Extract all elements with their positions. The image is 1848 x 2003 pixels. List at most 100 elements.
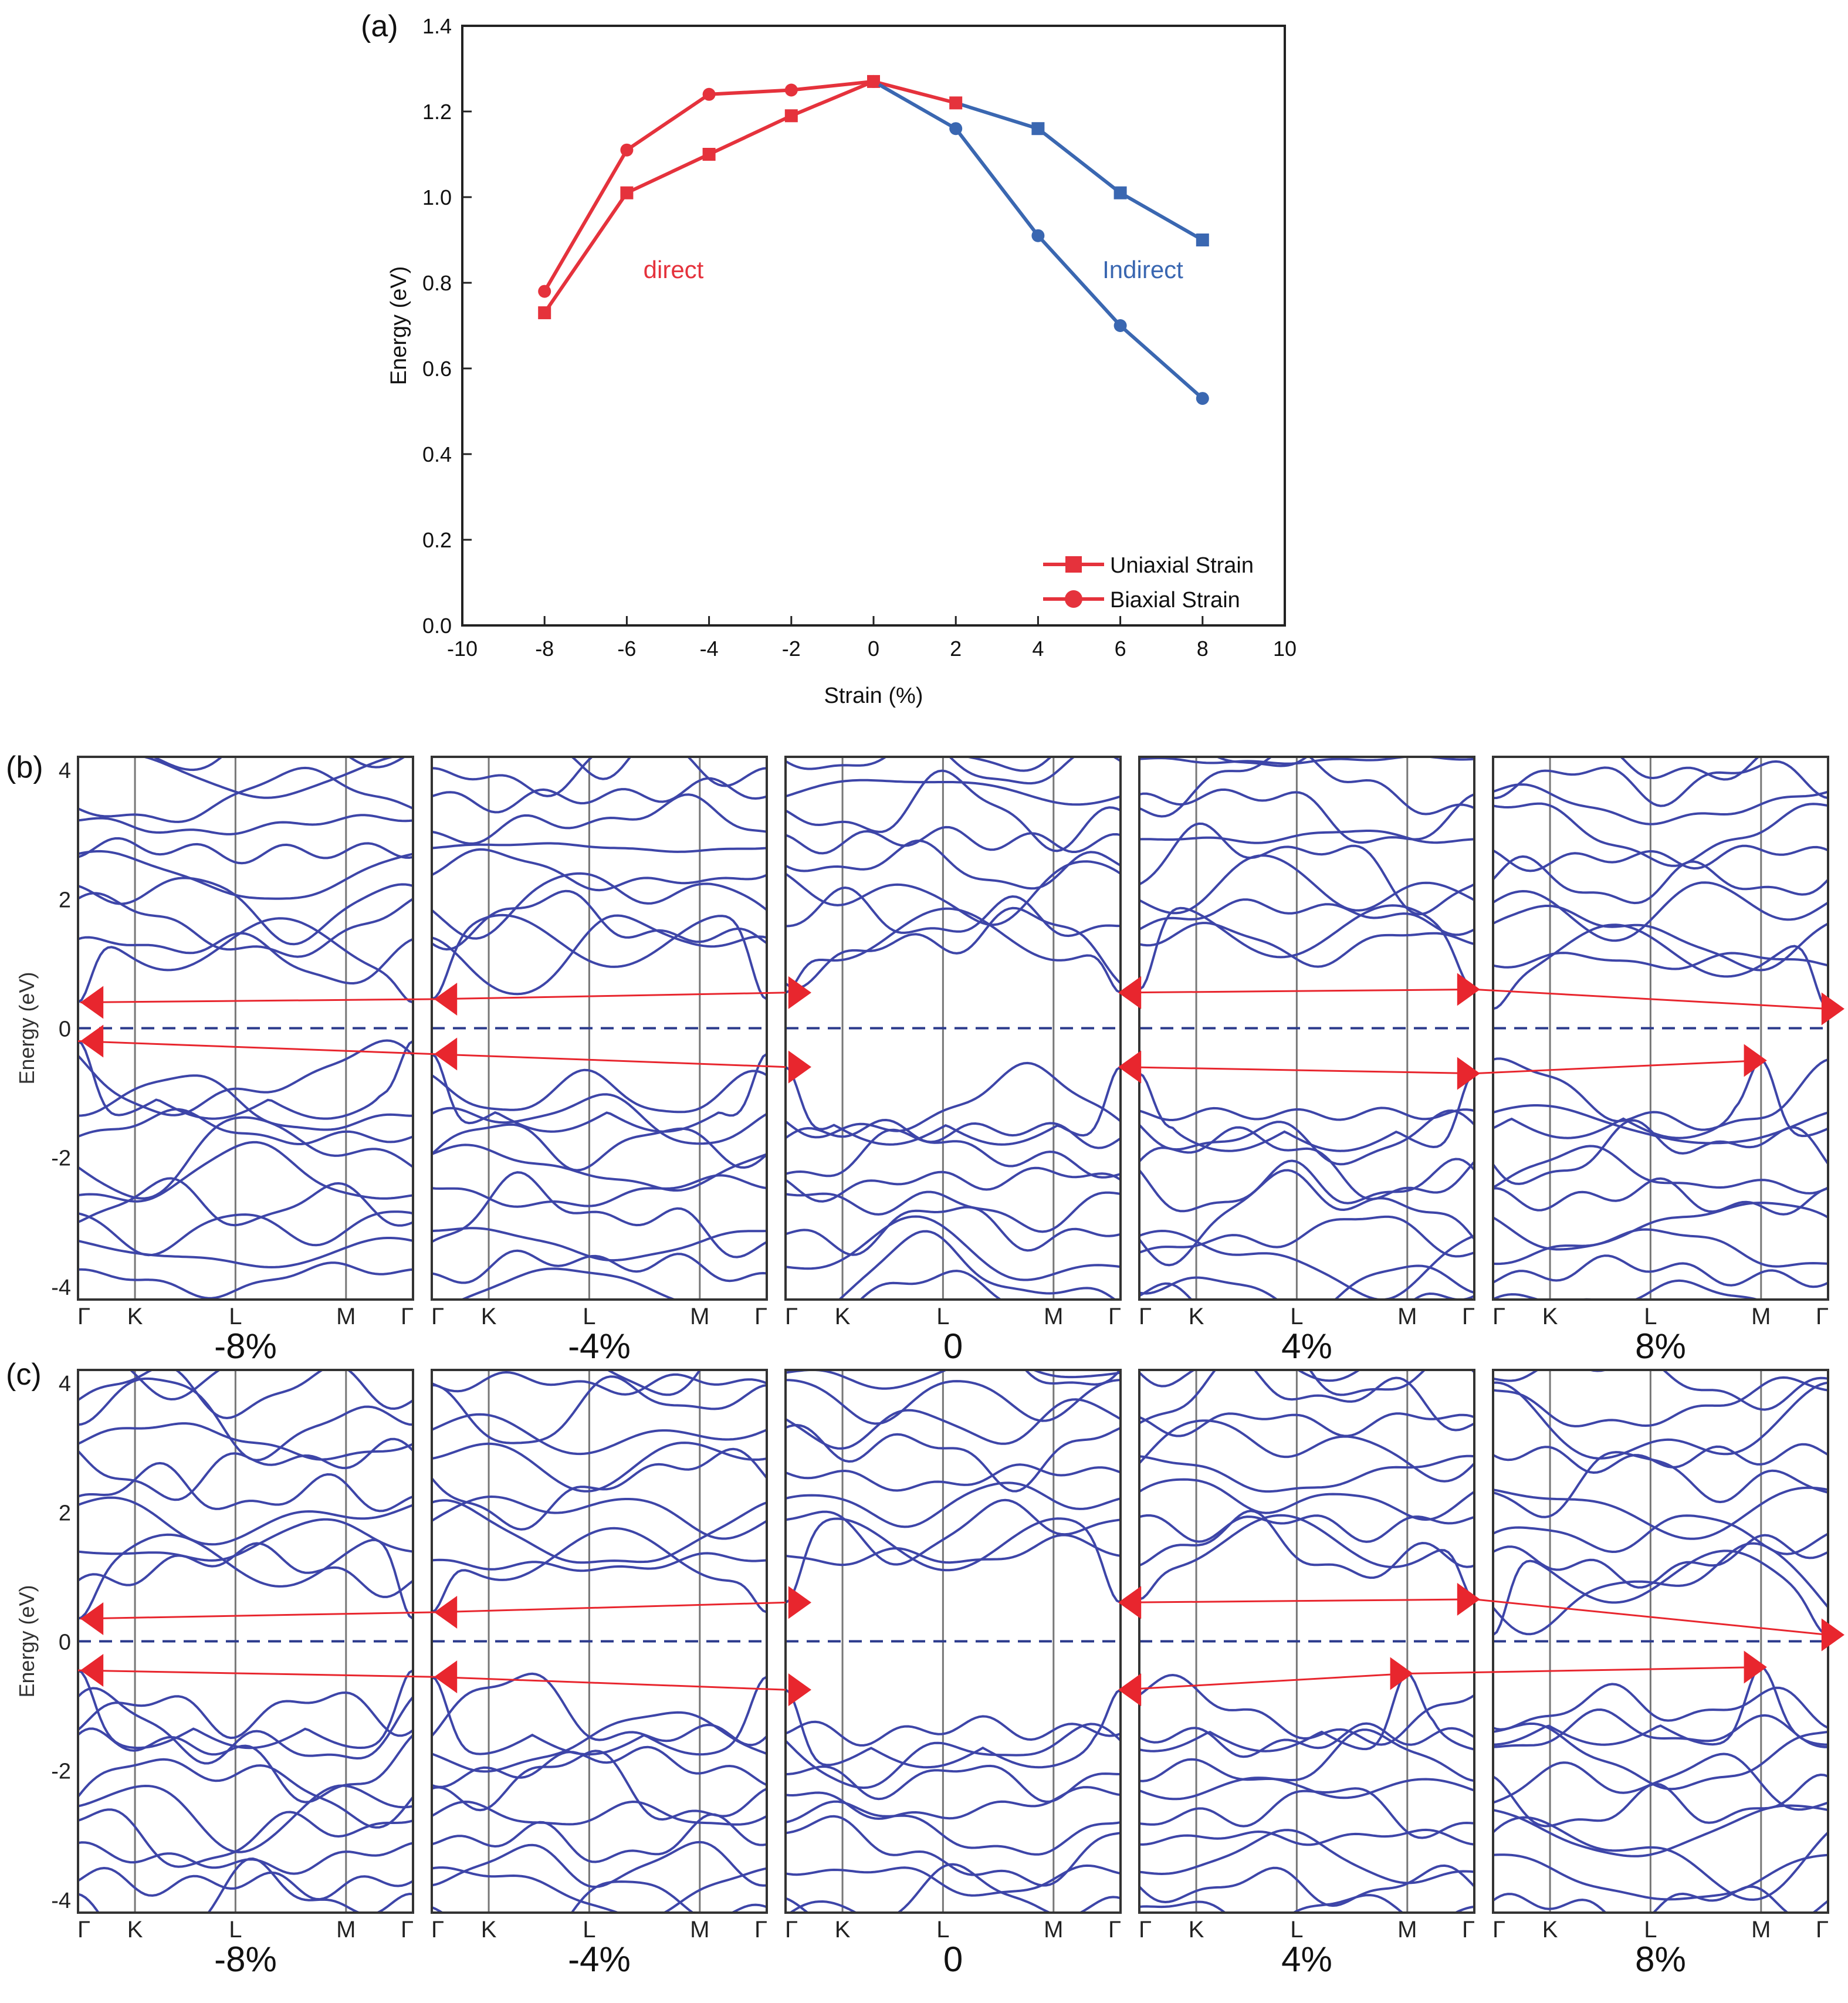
k-point-label: K xyxy=(481,1917,497,1943)
k-point-label: L xyxy=(1290,1917,1303,1943)
valence-band xyxy=(1493,1104,1828,1145)
conduction-band xyxy=(78,850,413,900)
conduction-band xyxy=(786,825,1121,855)
conduction-band xyxy=(1139,898,1474,936)
panel-a-x-axis-label: Strain (%) xyxy=(824,684,923,708)
y-tick-label: 0.4 xyxy=(422,442,452,466)
valence-band xyxy=(78,1210,413,1257)
arrow-line xyxy=(1474,1598,1829,1636)
conduction-band xyxy=(786,1379,1121,1425)
k-point-label: M xyxy=(690,1917,709,1943)
conduction-band xyxy=(1493,952,1828,970)
valence-band xyxy=(432,1800,767,1826)
conduction-band xyxy=(1139,822,1474,916)
k-point-label: Γ xyxy=(431,1304,444,1329)
conduction-band xyxy=(1139,757,1474,818)
valence-band xyxy=(78,1841,413,1875)
data-point-circle xyxy=(702,87,716,101)
band-panel-1: Γ K L M Γ -4% xyxy=(431,1369,768,1979)
band-lines xyxy=(1493,757,1828,1300)
conduction-band xyxy=(1493,855,1828,905)
series-segment xyxy=(708,114,793,156)
valence-band xyxy=(788,1900,859,1913)
conduction-band xyxy=(432,872,767,940)
valence-band xyxy=(837,1230,1117,1300)
k-point-label: Γ xyxy=(77,1917,90,1943)
conduction-band xyxy=(1493,1486,1828,1540)
conduction-band xyxy=(432,1442,767,1493)
valence-band xyxy=(1139,1169,1474,1267)
k-point-label: Γ xyxy=(1462,1917,1475,1943)
series-segment xyxy=(543,192,628,314)
conduction-band xyxy=(432,889,767,951)
valence-band xyxy=(432,1123,767,1172)
conduction-band xyxy=(786,860,1121,926)
conduction-band xyxy=(1493,783,1828,825)
data-point-circle xyxy=(1031,229,1045,242)
band-lines xyxy=(1139,757,1474,1300)
conduction-band xyxy=(432,842,767,853)
valence-band xyxy=(1493,1254,1828,1288)
valence-band xyxy=(786,1800,1121,1856)
conduction-band xyxy=(1024,1370,1121,1386)
x-tick-label: 6 xyxy=(1115,637,1126,661)
valence-band xyxy=(1139,1777,1474,1801)
y-tick-label: 0 xyxy=(59,1017,71,1042)
data-point-circle xyxy=(1196,392,1209,405)
k-point-label: K xyxy=(127,1304,143,1329)
k-point-label: K xyxy=(835,1304,851,1329)
valence-band xyxy=(1139,1728,1474,1782)
k-point-label: K xyxy=(1542,1304,1558,1329)
k-point-label: M xyxy=(1751,1304,1771,1329)
band-panel-0: Γ K L M Γ -8% xyxy=(77,1369,414,1979)
y-tick-label: 1.2 xyxy=(422,100,452,124)
panel-b-band-structures: Γ K L M Γ -8% Γ K L M Γ -4% Γ K L M Γ 0 Γ K L M Γ 4% Γ K L M Γ 8% 4 2 0 -… xyxy=(15,756,1844,1366)
panel-a-y-ticks: 0.0 0.2 0.4 0.6 0.8 1.0 1.2 1.4 xyxy=(422,14,472,638)
band-panel-frame xyxy=(431,756,768,1301)
arrow-head xyxy=(1118,976,1142,1009)
conduction-band xyxy=(1493,1381,1828,1460)
conduction-band xyxy=(1139,1370,1474,1396)
conduction-band xyxy=(786,1370,1121,1390)
valence-band xyxy=(459,1267,678,1300)
k-point-label: K xyxy=(1542,1917,1558,1943)
valence-band xyxy=(786,1190,1121,1233)
valence-band xyxy=(1139,1828,1474,1846)
valence-band xyxy=(78,1074,413,1131)
valence-band xyxy=(78,1669,413,1750)
conduction-band xyxy=(151,757,407,772)
valence-band xyxy=(1139,1864,1474,1907)
band-panel-frame xyxy=(1492,756,1829,1301)
arrow-line xyxy=(1120,1066,1475,1075)
valence-band xyxy=(432,1711,767,1773)
y-tick-label: 0.2 xyxy=(422,528,452,552)
band-panel-frame xyxy=(431,1369,768,1914)
valence-band xyxy=(1139,1215,1474,1258)
valence-band xyxy=(786,1864,1121,1897)
conduction-band xyxy=(78,892,413,958)
panel-a-series xyxy=(538,75,1209,405)
k-point-label: Γ xyxy=(1108,1917,1121,1943)
conduction-band xyxy=(441,757,632,780)
arrow-line xyxy=(431,1676,786,1691)
series-uniaxial xyxy=(538,75,1209,320)
valence-band xyxy=(859,1270,1003,1300)
y-tick-label: 0 xyxy=(59,1630,71,1655)
valence-band xyxy=(432,1227,767,1262)
arrow-head xyxy=(1118,1673,1142,1707)
k-point-label: M xyxy=(1044,1304,1063,1329)
series-segment xyxy=(543,149,628,293)
conduction-band xyxy=(128,1370,222,1401)
band-panel-2: Γ K L M Γ 0 xyxy=(784,756,1122,1366)
band-lines xyxy=(78,757,413,1300)
conduction-band xyxy=(432,1371,767,1396)
y-axis-label: Energy (eV) xyxy=(15,1585,39,1697)
conduction-band xyxy=(432,777,767,814)
valence-band xyxy=(1493,1708,1828,1748)
conduction-band xyxy=(786,906,1121,990)
conduction-band xyxy=(432,848,767,892)
conduction-band xyxy=(1296,1370,1362,1382)
k-point-label: Γ xyxy=(1492,1917,1505,1943)
arrow-line xyxy=(1407,1666,1761,1675)
